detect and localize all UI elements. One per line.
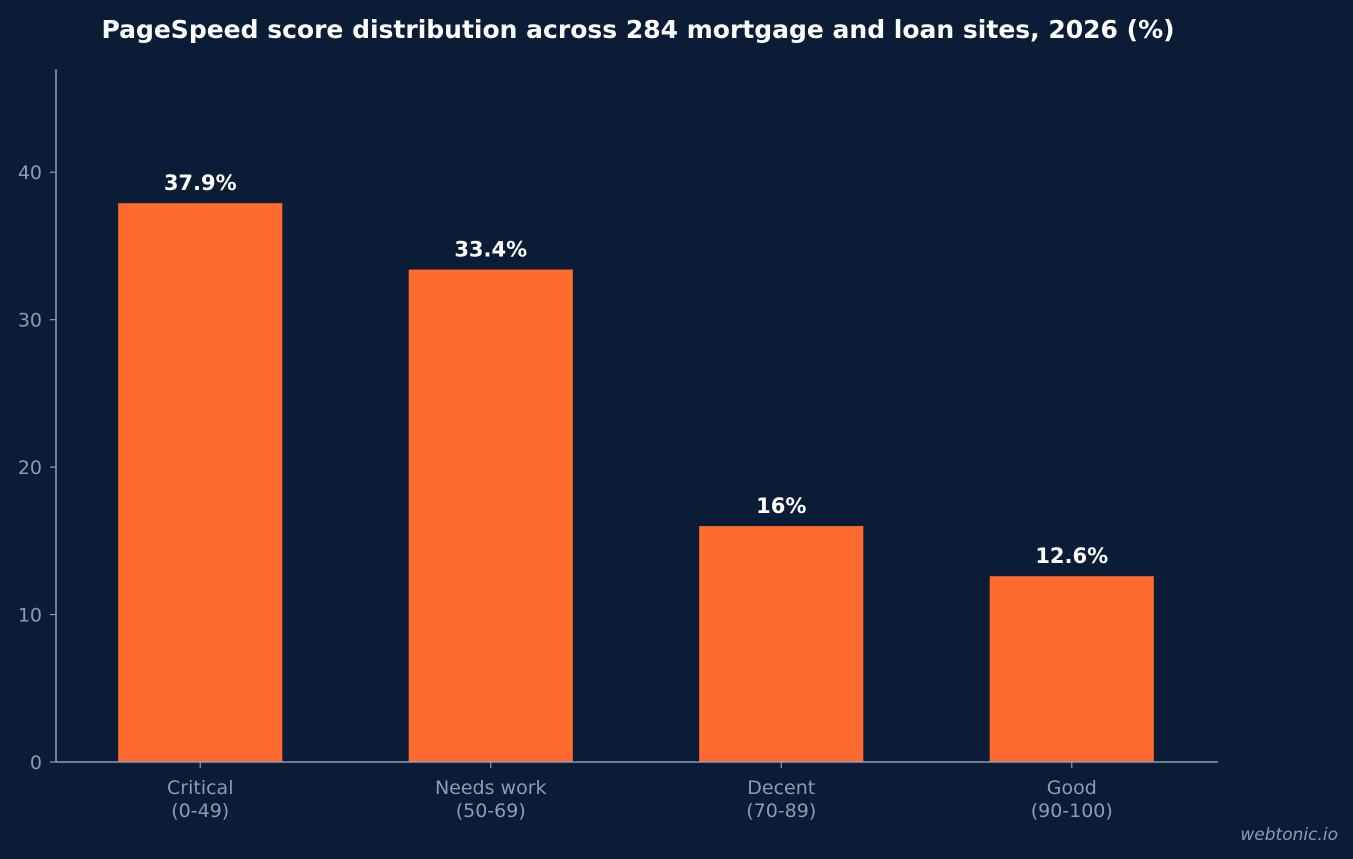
watermark: webtonic.io [1240, 825, 1338, 845]
x-axis: Critical(0-49) Needs work(50-69) Decent(70… [56, 761, 1218, 822]
x-tick-label: (70-89) [746, 800, 816, 822]
data-label: 33.4% [454, 238, 527, 262]
x-tick-label: Needs work [435, 777, 547, 799]
bar [118, 203, 283, 763]
bar [699, 526, 864, 762]
data-label: 16% [756, 494, 806, 518]
x-tick-label: Decent [747, 777, 815, 799]
chart-title: PageSpeed score distribution across 284 … [101, 15, 1174, 44]
y-tick-label: 20 [18, 457, 42, 479]
y-tick-label: 10 [18, 605, 42, 627]
y-tick-label: 30 [18, 310, 42, 332]
bar [989, 576, 1154, 762]
bars [118, 203, 1154, 763]
y-tick-label: 40 [18, 162, 42, 184]
x-tick-label: Critical [167, 777, 233, 799]
bar [408, 269, 573, 762]
x-tick-label: (0-49) [171, 800, 229, 822]
x-tick-label: (50-69) [456, 800, 526, 822]
data-label: 37.9% [164, 171, 237, 195]
value-labels: 37.9% 33.4% 16% 12.6% [164, 171, 1108, 568]
data-label: 12.6% [1035, 544, 1108, 568]
y-axis: 0 10 20 30 40 [18, 69, 57, 774]
x-tick-label: (90-100) [1031, 800, 1113, 822]
y-tick-label: 0 [30, 752, 42, 774]
x-tick-label: Good [1047, 777, 1097, 799]
